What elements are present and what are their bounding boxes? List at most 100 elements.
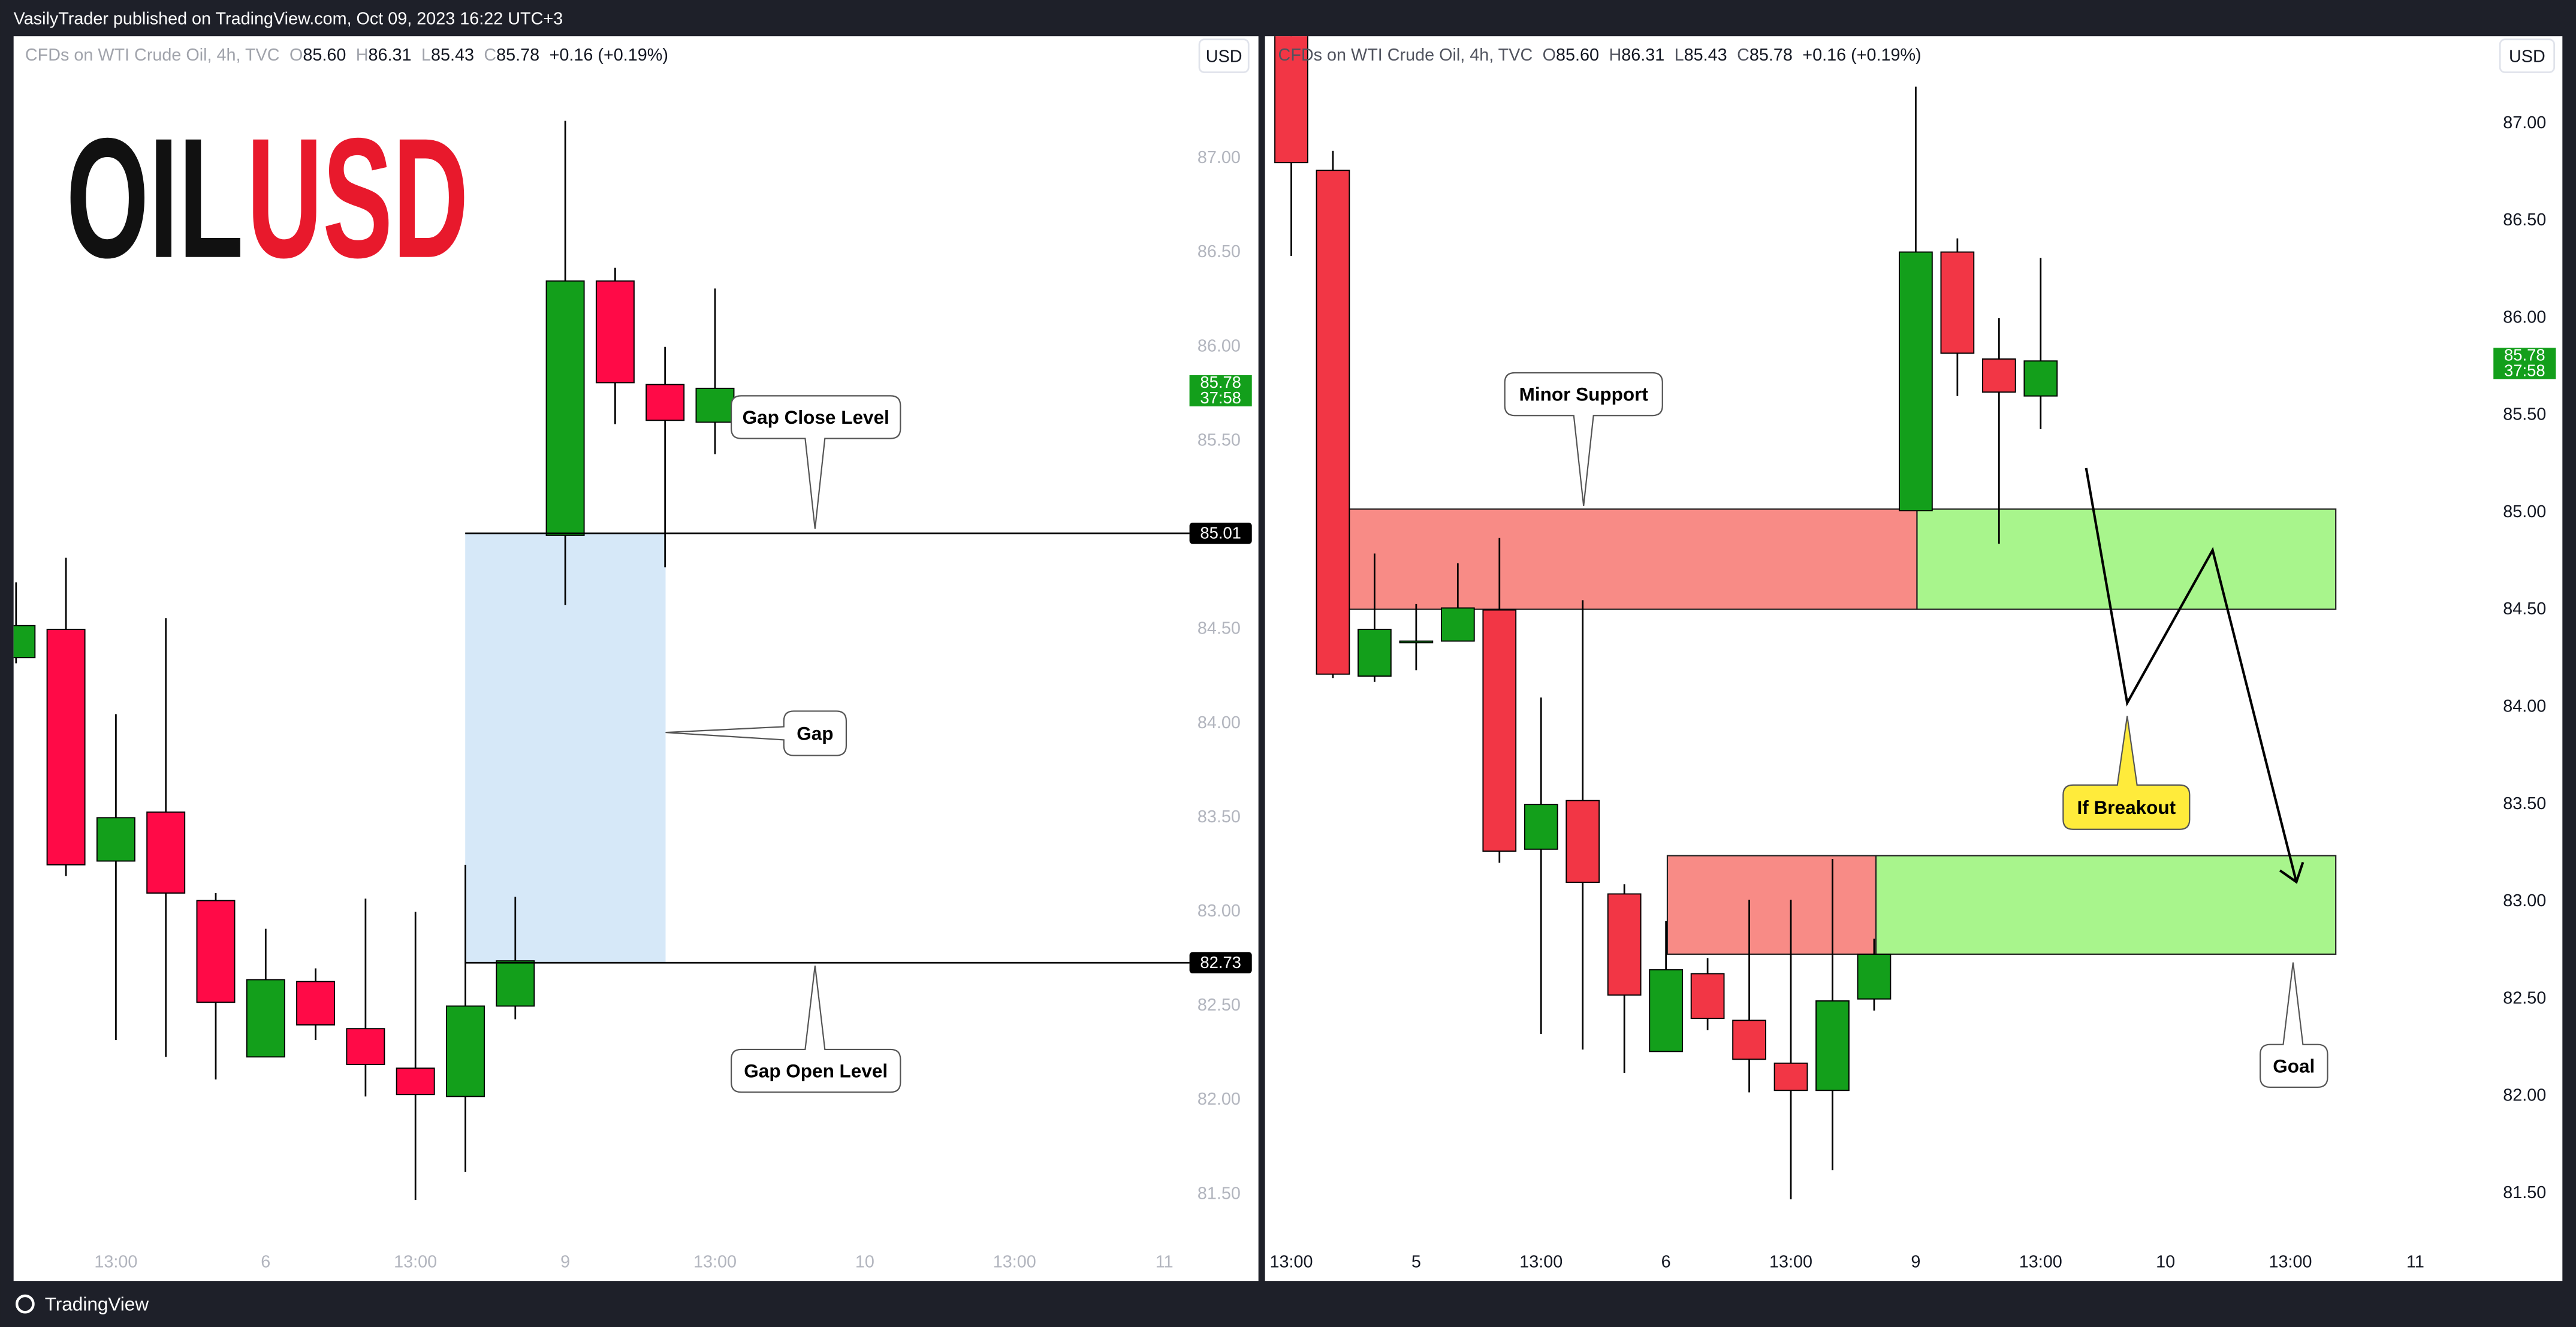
callout-box [665,710,847,756]
callout-box [731,395,901,529]
x-tick-label: 10 [2156,1253,2175,1272]
callout-label: Minor Support [1519,384,1649,405]
y-tick-label: 82.00 [2503,1086,2546,1105]
y-tick-label: 85.50 [1197,430,1241,450]
candle-body [46,629,86,865]
candle-body [496,960,535,1007]
candle-body [1690,973,1725,1020]
candle-body [1649,969,1683,1052]
candle-body [1440,607,1475,642]
y-tick-label: 82.00 [1197,1090,1241,1109]
last-price-box [1189,375,1252,407]
ohlc-value: 85.78 [1749,46,1793,65]
overlay: Gap Close Level Gap Gap Open Level Minor Su… [665,372,2328,1093]
candle-body [1857,954,1892,1000]
callout-label: Goal [2273,1055,2315,1076]
x-tick-label: 10 [855,1253,874,1272]
candle-body [146,811,186,894]
ohlc-key: L [1675,46,1684,65]
y-tick-label: 85.00 [2503,502,2546,521]
candle-body [1815,1000,1850,1091]
ohlc-value: 86.31 [369,46,412,65]
y-tick-label: 84.00 [1197,713,1241,732]
candle-body [1732,1020,1766,1060]
y-tick-label: 85.50 [2503,405,2546,424]
projection-arrow [2085,468,2304,884]
x-tick-label: 9 [1911,1253,1920,1272]
candle-body [2023,360,2058,397]
zones [1348,508,2337,955]
ohlc-value: 85.60 [303,46,346,65]
x-tick-label: 9 [560,1253,570,1272]
y-tick-label: 86.50 [1197,242,1241,261]
y-tick-label: 86.00 [2503,307,2546,327]
candle-body [1274,36,1308,164]
zone-red [1348,508,1918,610]
level-label: 82.73 [1200,953,1241,972]
candle-body [545,280,585,536]
ohlc-value: 85.78 [496,46,539,65]
candle-body [1316,170,1350,675]
x-tick-label: 13:00 [94,1253,137,1272]
x-tick-label: 13:00 [1519,1253,1563,1272]
x-tick-label: 13:00 [394,1253,437,1272]
candle-body [246,979,285,1058]
currency: USD [2509,47,2545,66]
candles [13,120,735,1201]
y-tick-label: 84.00 [2503,697,2546,716]
ohlc-key: O [289,46,303,65]
legend: CFDs on WTI Crude Oil, 4h, TVC O85.60 H86.… [1278,46,1922,65]
candles [1274,36,2058,1199]
callout-box [731,966,901,1093]
ohlc-key: C [1737,46,1749,65]
x-tick-label: 13:00 [993,1253,1036,1272]
zone-green [1916,508,2337,610]
candle-body [1981,358,2016,393]
candle-body [1899,251,1933,512]
y-tick-label: 84.50 [1197,619,1241,638]
candle-body [346,1028,385,1065]
symbol: CFDs on WTI Crude Oil, 4h, TVC [25,46,280,65]
y-tick-label: 81.50 [1197,1184,1241,1203]
y-tick-label: 84.50 [2503,599,2546,619]
logo-part: USD [247,103,469,294]
candle-body [1482,609,1517,852]
y-tick-label: 83.00 [1197,901,1241,921]
ohlc-key: H [356,46,369,65]
legend: CFDs on WTI Crude Oil, 4h, TVC O85.60 H86.… [25,46,668,65]
callout-box [2260,962,2328,1088]
change: +0.16 (+0.19%) [550,46,668,65]
candle-body [1565,800,1600,883]
candle-body [296,981,336,1026]
ohlc-key: L [421,46,431,65]
x-tick-label: 13:00 [693,1253,737,1272]
level-label: 85.01 [1200,523,1241,542]
last-price: 85.78 [2504,345,2545,364]
y-tick-label: 83.50 [1197,807,1241,827]
ohlc-key: H [1609,46,1621,65]
publish-info: VasilyTrader published on TradingView.co… [14,9,563,28]
last-price: 85.78 [1200,373,1241,391]
x-tick-label: 6 [1661,1253,1671,1272]
change: +0.16 (+0.19%) [1802,46,1921,65]
callout-label: Gap [797,723,833,744]
candle-body [446,1005,485,1097]
y-tick-label: 83.00 [2503,891,2546,910]
last-price-box [2493,348,2556,379]
candle-body [1524,804,1558,850]
candle-body [695,387,735,423]
ohlc-value: 86.31 [1621,46,1664,65]
x-tick-label: 13:00 [2269,1253,2312,1272]
zone-green [1875,855,2337,955]
level-label-box [1189,523,1252,544]
y-tick-label: 86.50 [2503,210,2546,230]
brand-icon [15,1294,35,1314]
candle-body [196,900,236,1003]
callout-label: Gap Close Level [743,406,889,428]
ohlc-value: 85.43 [431,46,474,65]
callout-label: Gap Open Level [744,1060,888,1082]
panel-right [1265,36,2563,1281]
candle-body [1358,629,1392,677]
